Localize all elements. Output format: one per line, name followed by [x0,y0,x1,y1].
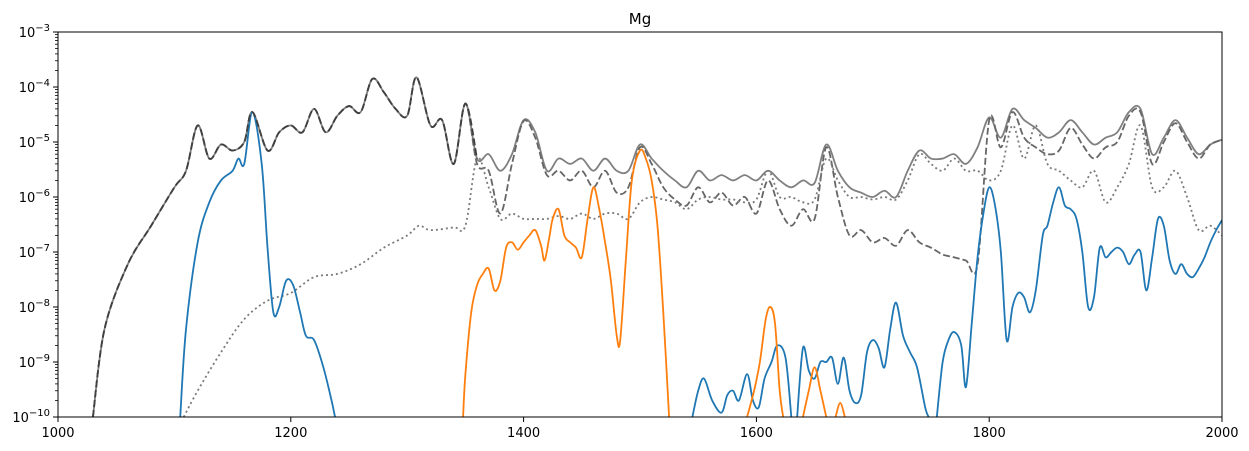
y-tick-label: 10−9 [19,353,50,371]
y-tick-label: 10−7 [19,243,50,261]
series-line-2 [182,124,1222,417]
plot-frame [57,31,1223,418]
series-line-8 [746,306,785,417]
y-tick-label: 10−4 [19,78,50,96]
series-line-9 [802,366,828,417]
series-line-1 [92,76,1222,417]
y-tick-label: 10−8 [19,298,50,316]
x-tick-label: 1600 [740,426,773,441]
series-line-6 [935,186,1222,417]
x-tick-label: 1200 [274,426,307,441]
series-layer [92,76,1222,417]
x-tick-label: 2000 [1205,426,1238,441]
y-tick-label: 10−5 [19,133,50,151]
series-line-7 [462,148,670,417]
y-tick-label: 10−3 [19,23,50,41]
y-tick-label: 10−10 [12,408,50,426]
series-line-11 [92,76,478,417]
series-line-10 [834,402,846,417]
x-tick-label: 1000 [41,426,74,441]
series-line-4 [691,344,793,417]
x-tick-label: 1400 [507,426,540,441]
y-tick-label: 10−6 [19,188,50,206]
axes-layer: 1000 1200 1400 1600 1800 2000 10−10 10−9 10−8 10−… [12,23,1238,441]
series-line-5 [796,301,930,417]
chart-title: Mg [629,10,651,28]
series-line-3 [179,111,336,417]
x-tick-label: 1800 [973,426,1006,441]
